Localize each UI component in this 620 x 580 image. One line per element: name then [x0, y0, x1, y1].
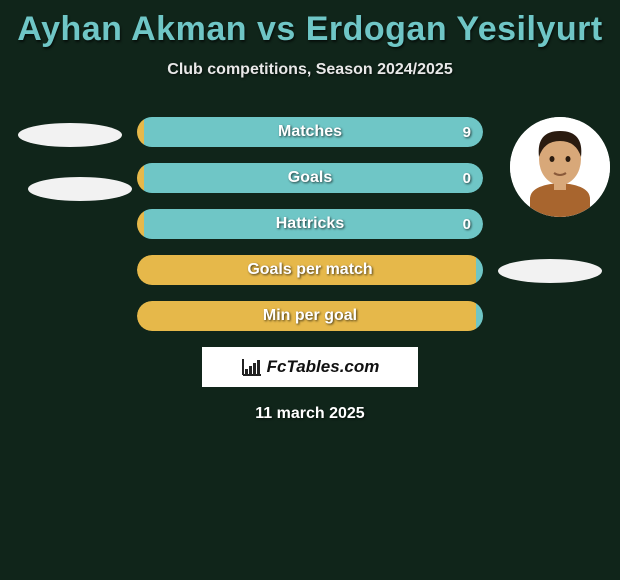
stat-row: Matches9 [137, 117, 483, 147]
stat-row: Goals0 [137, 163, 483, 193]
stat-row: Hattricks0 [137, 209, 483, 239]
comparison-panel: Matches9Goals0Hattricks0Goals per matchM… [0, 117, 620, 423]
avatar-shadow [18, 123, 122, 147]
stat-value-right: 0 [463, 163, 471, 193]
stat-label: Goals per match [137, 255, 483, 285]
player-right-column [510, 117, 610, 217]
stat-label: Hattricks [137, 209, 483, 239]
logo-text: FcTables.com [267, 357, 380, 377]
player-left-column [10, 117, 110, 217]
avatar-shadow [498, 259, 602, 283]
avatar-shadow [28, 177, 132, 201]
player-right-avatar [510, 117, 610, 217]
logo-chart-icon [241, 357, 263, 377]
stat-label: Matches [137, 117, 483, 147]
stat-label: Goals [137, 163, 483, 193]
logo-box: FcTables.com [202, 347, 418, 387]
subtitle: Club competitions, Season 2024/2025 [0, 61, 620, 79]
stat-value-right: 9 [463, 117, 471, 147]
stat-label: Min per goal [137, 301, 483, 331]
stat-value-right: 0 [463, 209, 471, 239]
avatar-icon [510, 117, 610, 217]
date-text: 11 march 2025 [0, 405, 620, 423]
stat-row: Min per goal [137, 301, 483, 331]
page-title: Ayhan Akman vs Erdogan Yesilyurt [0, 0, 620, 49]
stat-row: Goals per match [137, 255, 483, 285]
stat-rows: Matches9Goals0Hattricks0Goals per matchM… [137, 117, 483, 331]
